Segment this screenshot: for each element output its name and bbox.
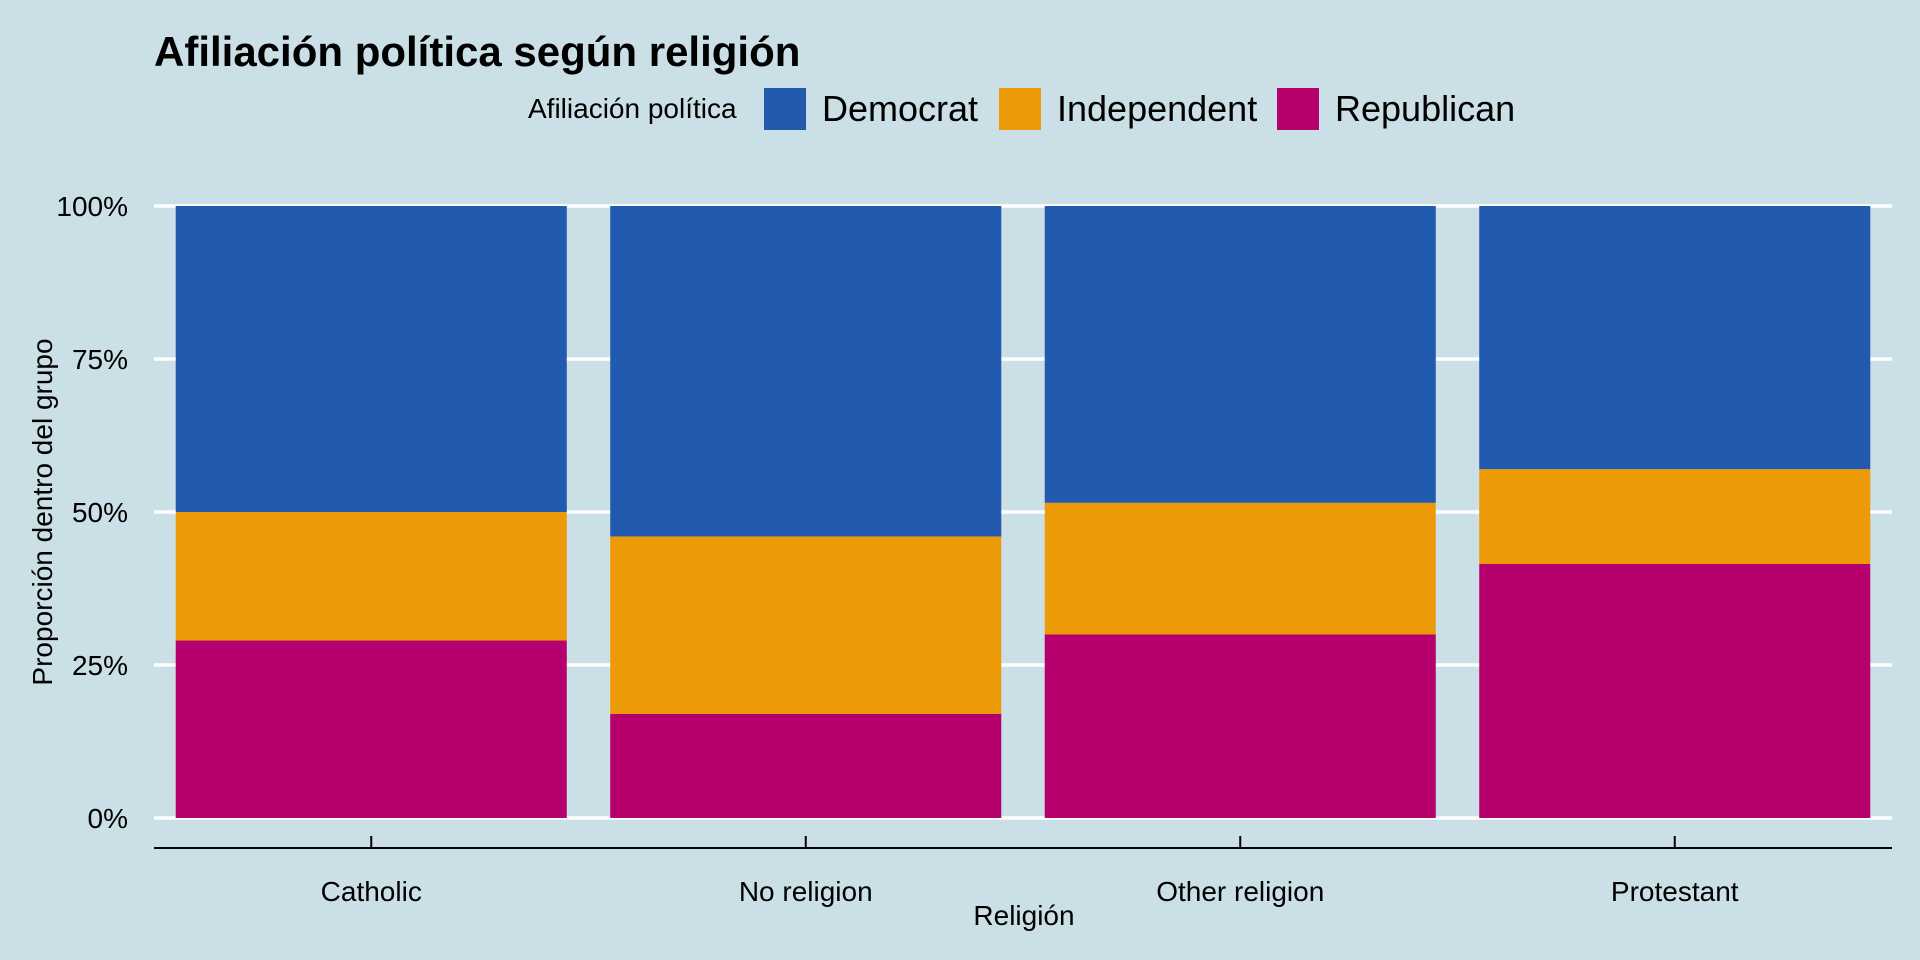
bar-independent-catholic — [175, 512, 567, 641]
bar-republican-protestant — [1479, 564, 1871, 818]
bar-republican-no-religion — [610, 713, 1002, 818]
y-axis-title: Proporción dentro del grupo — [27, 338, 58, 685]
legend-label-republican: Republican — [1335, 88, 1515, 129]
bar-independent-protestant — [1479, 469, 1871, 565]
bar-independent-other-religion — [1044, 502, 1436, 635]
y-tick-label: 50% — [72, 497, 128, 528]
x-tick-label: Other religion — [1156, 876, 1324, 907]
y-tick-label: 25% — [72, 650, 128, 681]
bar-democrat-protestant — [1479, 206, 1871, 470]
bars — [175, 206, 1871, 818]
bar-democrat-no-religion — [610, 206, 1002, 537]
x-tick-label: Protestant — [1611, 876, 1739, 907]
y-tick-label: 100% — [56, 191, 128, 222]
legend-label-independent: Independent — [1057, 88, 1257, 129]
x-axis-title: Religión — [973, 900, 1074, 931]
legend-title: Afiliación política — [528, 93, 737, 124]
x-tick-label: No religion — [739, 876, 873, 907]
x-axis: Catholic No religion Other religion Protest… — [154, 836, 1892, 907]
legend: Afiliación política Democrat Independent R… — [528, 88, 1515, 130]
y-tick-label: 0% — [88, 803, 128, 834]
bar-democrat-catholic — [175, 206, 567, 512]
y-tick-label: 75% — [72, 344, 128, 375]
x-tick-label: Catholic — [321, 876, 422, 907]
bar-republican-other-religion — [1044, 634, 1436, 818]
legend-swatch-independent — [999, 88, 1041, 130]
bar-republican-catholic — [175, 640, 567, 818]
legend-swatch-republican — [1277, 88, 1319, 130]
chart-title: Afiliación política según religión — [154, 28, 800, 75]
y-axis-ticks: 0% 25% 50% 75% 100% — [56, 191, 128, 834]
legend-label-democrat: Democrat — [822, 88, 978, 129]
bar-democrat-other-religion — [1044, 206, 1436, 503]
bar-independent-no-religion — [610, 536, 1002, 714]
legend-swatch-democrat — [764, 88, 806, 130]
